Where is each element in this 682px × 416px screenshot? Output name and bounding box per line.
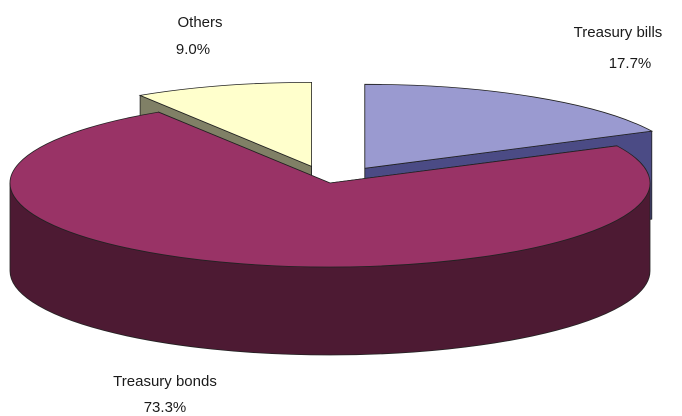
- slice-treasury-bonds-top: [9, 111, 651, 268]
- label-treasury-bonds-value: 73.3%: [144, 399, 187, 416]
- pie-slices: [9, 81, 654, 356]
- slice-treasury-bills-top: [364, 83, 654, 169]
- label-treasury-bills-name: Treasury bills: [574, 24, 663, 41]
- label-treasury-bills-value: 17.7%: [609, 55, 652, 72]
- label-treasury-bonds-name: Treasury bonds: [113, 373, 217, 390]
- slice-labels: Treasury bills 17.7% Others 9.0% Treasur…: [113, 14, 662, 416]
- slice-treasury-bonds: [9, 111, 651, 356]
- label-others-name: Others: [177, 14, 222, 31]
- slice-others-top: [138, 81, 313, 167]
- label-others-value: 9.0%: [176, 41, 210, 58]
